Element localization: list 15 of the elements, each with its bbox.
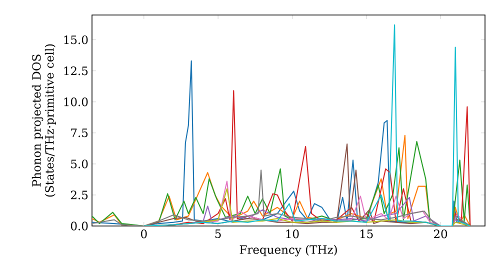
x-axis-title: Frequency (THz)	[240, 245, 337, 256]
x-tick-label: 0	[141, 230, 147, 238]
y-tick-label: 15.0	[64, 35, 88, 44]
y-tick-label: 0.0	[70, 222, 88, 230]
line-series	[143, 24, 471, 226]
x-tick-label: 20	[434, 230, 448, 238]
y-tick-label: 7.5	[71, 128, 88, 138]
x-tick-label: 5	[215, 230, 221, 238]
x-tick-label: 15	[360, 230, 373, 238]
y-tick-label: 12.5	[64, 66, 88, 76]
y-tick-label: 5.0	[71, 160, 88, 168]
x-tick-label: 10	[286, 230, 299, 238]
y-tick-label: 2.5	[70, 190, 88, 200]
y-tick-label: 10.0	[64, 98, 88, 106]
y-axis-title: Phonon projected DOS (States/THz·primitive cell)	[32, 44, 56, 197]
